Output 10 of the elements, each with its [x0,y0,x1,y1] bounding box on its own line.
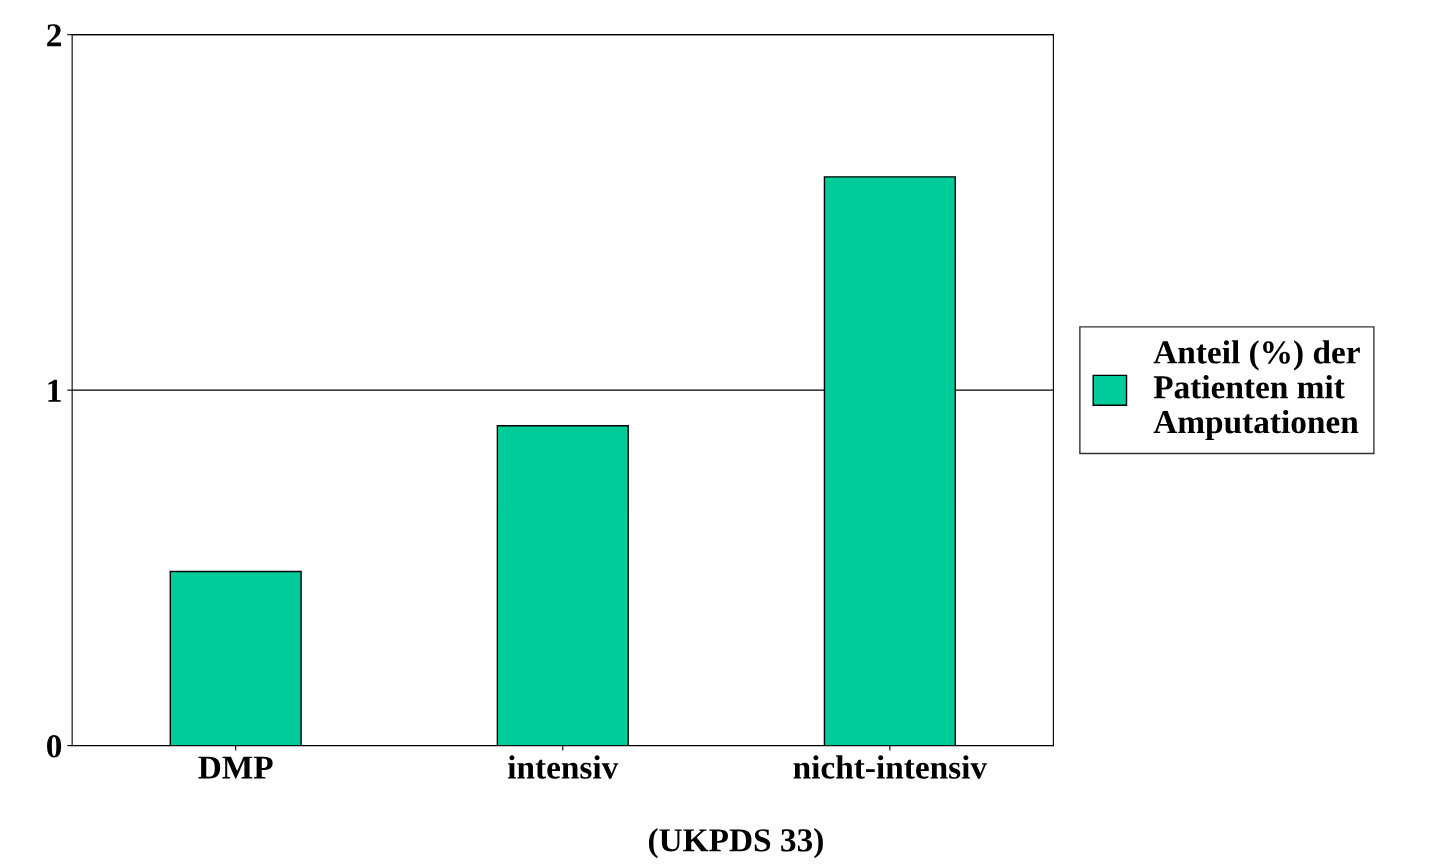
y-tick-label: 1 [48,379,61,402]
bar [169,570,302,746]
bar [496,425,629,746]
x-tick-label: DMP [198,756,273,779]
x-tick-label: intensiv [507,755,619,779]
y-tick-label: 0 [47,735,62,758]
x-tick-label: nicht-intensiv [793,755,988,779]
y-tick-label: 2 [47,24,61,47]
text: (UKPDS 33) [648,828,823,859]
legend-label: Anteil (%) der Patienten mit Amputationen [1153,340,1360,441]
